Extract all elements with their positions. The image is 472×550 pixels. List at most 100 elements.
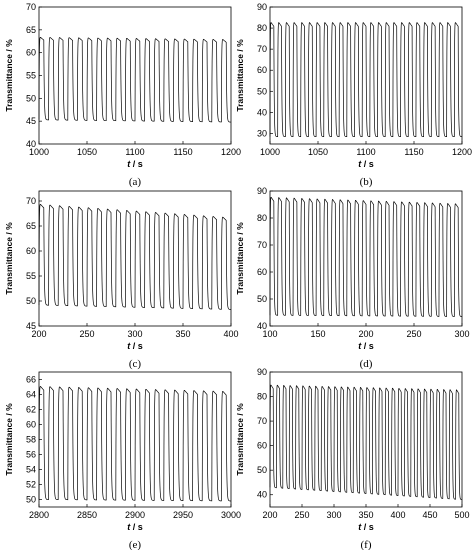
- y-tick-label: 70: [26, 2, 36, 12]
- panel-label: (e): [129, 539, 142, 550]
- x-axis-label-variable: t: [358, 522, 362, 532]
- x-tick-label: 2850: [77, 510, 97, 520]
- x-tick-label: 500: [454, 510, 469, 520]
- series-line-transmittance: [269, 384, 463, 500]
- x-axis-label-unit: / s: [361, 159, 374, 169]
- x-axis-label-variable: t: [127, 159, 131, 169]
- x-tick-label: 250: [406, 329, 421, 339]
- x-axis-label-variable: t: [127, 341, 131, 351]
- y-tick-label: 50: [26, 93, 36, 103]
- y-tick-label: 55: [26, 71, 36, 81]
- x-tick-label: 1200: [221, 147, 241, 157]
- x-axis-label-variable: t: [127, 522, 131, 532]
- x-axis-label-unit: / s: [361, 522, 374, 532]
- chart-panel-6: 40 50 60 70 80 90 200 250 300 350 400 450 500 Transmi…: [235, 367, 470, 550]
- y-tick-label: 45: [26, 116, 36, 126]
- x-tick-label: 250: [79, 329, 94, 339]
- y-tick-label: 60: [26, 420, 36, 430]
- x-tick-label: 200: [358, 329, 373, 339]
- x-axis-label: t / s: [127, 522, 143, 532]
- y-tick-label: 40: [257, 490, 267, 500]
- y-tick-label: 60: [257, 441, 267, 451]
- x-tick-label: 250: [294, 510, 309, 520]
- y-tick-label: 52: [26, 480, 36, 490]
- y-tick-label: 70: [257, 240, 267, 250]
- y-tick-label: 60: [257, 267, 267, 277]
- x-tick-label: 2800: [29, 510, 49, 520]
- chart-panel-4: 40 50 60 70 80 90 100 150 200 250 300 Transmittance…: [235, 186, 470, 370]
- y-tick-label: 40: [26, 139, 36, 149]
- y-tick-label: 40: [257, 321, 267, 331]
- x-tick-label: 200: [262, 510, 277, 520]
- x-tick-label: 1100: [125, 147, 144, 157]
- x-tick-label: 1000: [260, 147, 280, 157]
- y-tick-label: 65: [26, 221, 36, 231]
- y-tick-label: 80: [257, 392, 267, 402]
- x-tick-label: 1050: [77, 147, 97, 157]
- y-tick-label: 90: [257, 186, 267, 196]
- y-tick-label: 90: [257, 367, 267, 377]
- y-tick-label: 45: [26, 321, 36, 331]
- y-tick-label: 60: [26, 246, 36, 256]
- x-tick-label: 1050: [308, 147, 328, 157]
- y-tick-label: 50: [26, 296, 36, 306]
- x-tick-label: 1000: [29, 147, 49, 157]
- series-line-transmittance: [38, 386, 232, 502]
- x-axis-label-unit: / s: [361, 341, 374, 351]
- y-axis-label: Transmittance / %: [235, 39, 245, 112]
- y-tick-label: 56: [26, 450, 36, 460]
- chart-panel-3: 45 50 55 60 65 70 200 250 300 350 400 Transmittance…: [4, 190, 239, 370]
- panel-label: (b): [360, 176, 373, 188]
- x-axis-label-unit: / s: [130, 341, 143, 351]
- panel-label: (f): [361, 539, 372, 550]
- x-tick-label: 300: [326, 510, 341, 520]
- x-tick-label: 400: [223, 329, 238, 339]
- y-tick-label: 64: [26, 390, 36, 400]
- x-axis-label-unit: / s: [130, 159, 143, 169]
- x-axis-label-unit: / s: [130, 522, 143, 532]
- series-line-transmittance: [38, 37, 232, 123]
- x-tick-label: 1100: [356, 147, 375, 157]
- x-tick-label: 2900: [125, 510, 145, 520]
- y-axis-label: Transmittance / %: [235, 403, 245, 476]
- y-axis-label: Transmittance / %: [235, 222, 245, 295]
- x-tick-label: 3000: [221, 510, 241, 520]
- y-tick-label: 80: [257, 213, 267, 223]
- x-axis-label: t / s: [358, 159, 374, 169]
- y-tick-label: 65: [26, 25, 36, 35]
- series-line-transmittance: [38, 204, 232, 310]
- y-tick-label: 62: [26, 405, 36, 415]
- chart-panel-1: 40 45 50 55 60 65 70 1000 1050 1100 1150 1200 Transm…: [4, 2, 241, 188]
- y-tick-label: 60: [257, 65, 267, 75]
- panel-label: (c): [129, 358, 142, 370]
- y-axis-label: Transmittance / %: [4, 403, 14, 476]
- x-axis-label: t / s: [127, 341, 143, 351]
- y-tick-label: 90: [257, 2, 267, 12]
- x-axis-label: t / s: [358, 522, 374, 532]
- x-axis-label-variable: t: [358, 159, 362, 169]
- chart-panel-2: 30 40 50 60 70 80 90 1000 1050 1100 1150 1200 Transm…: [235, 2, 472, 188]
- x-tick-label: 450: [422, 510, 437, 520]
- x-tick-label: 2950: [173, 510, 193, 520]
- y-tick-label: 50: [26, 495, 36, 505]
- y-tick-label: 58: [26, 435, 36, 445]
- x-tick-label: 400: [390, 510, 405, 520]
- x-tick-label: 1150: [404, 147, 423, 157]
- x-axis-label: t / s: [358, 341, 374, 351]
- x-tick-label: 150: [310, 329, 325, 339]
- x-tick-label: 1150: [173, 147, 192, 157]
- y-tick-label: 60: [26, 48, 36, 58]
- y-axis-label: Transmittance / %: [4, 39, 14, 112]
- y-tick-label: 70: [257, 416, 267, 426]
- x-tick-label: 1200: [452, 147, 472, 157]
- x-tick-label: 300: [127, 329, 142, 339]
- y-tick-label: 54: [26, 465, 36, 475]
- series-line-transmittance: [269, 22, 462, 137]
- x-axis-label: t / s: [127, 159, 143, 169]
- y-axis-label: Transmittance / %: [4, 222, 14, 295]
- y-tick-label: 50: [257, 465, 267, 475]
- y-tick-label: 50: [257, 294, 267, 304]
- y-tick-label: 30: [257, 128, 267, 138]
- x-tick-label: 200: [31, 329, 46, 339]
